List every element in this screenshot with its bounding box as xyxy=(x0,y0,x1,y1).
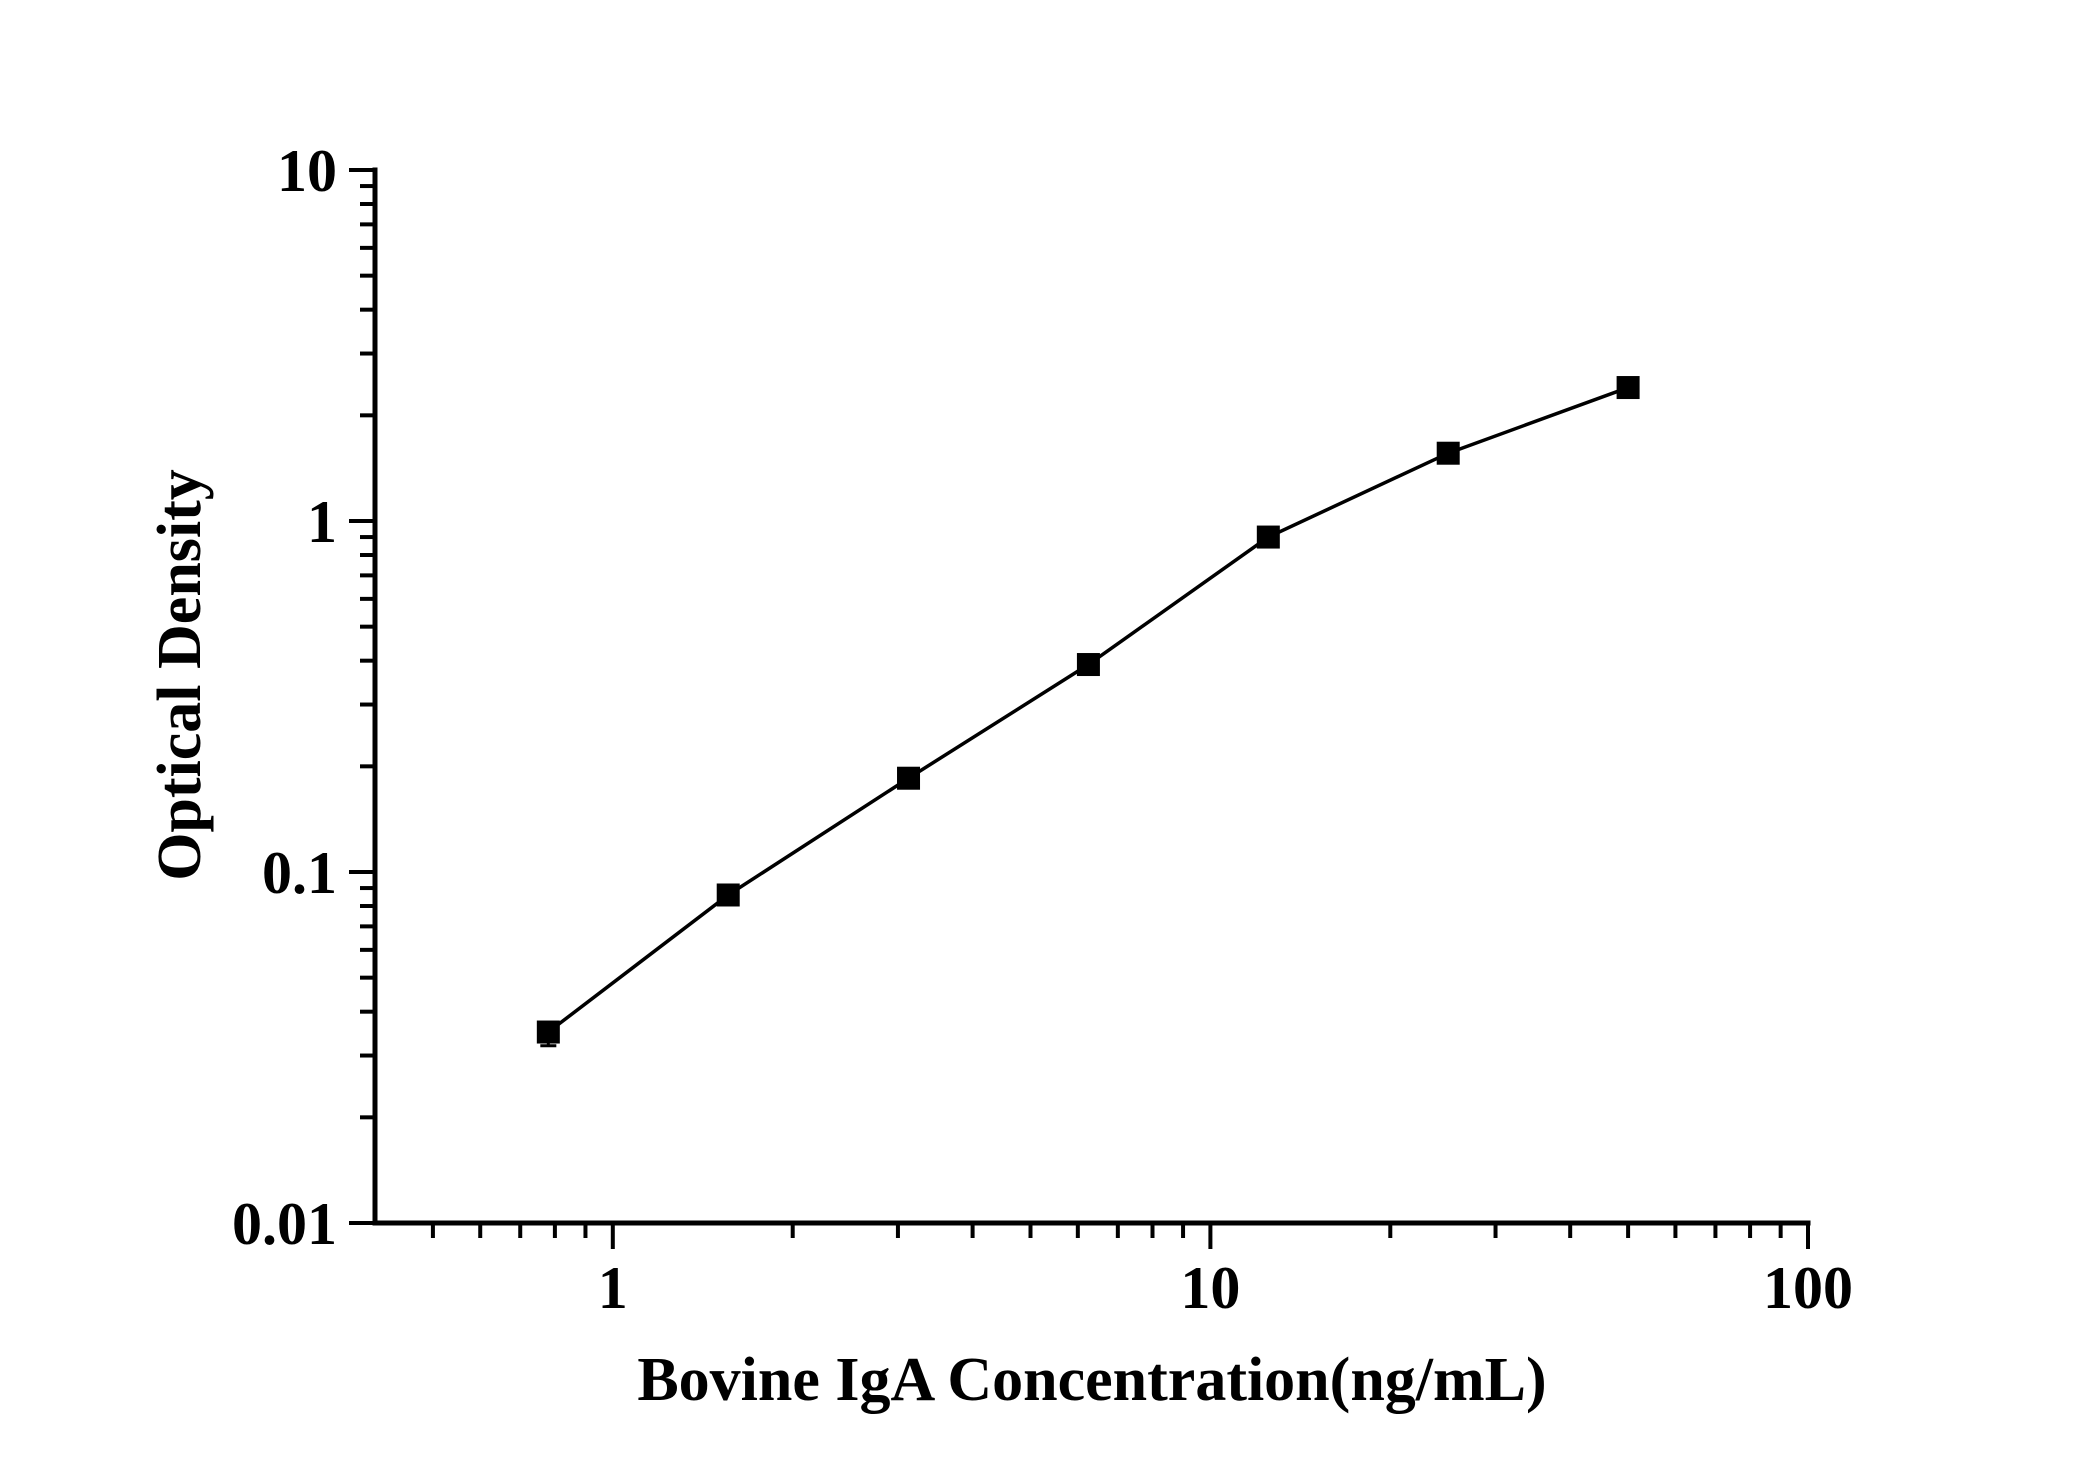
series-line xyxy=(547,385,1629,1034)
data-point-marker-6 xyxy=(1616,376,1640,400)
y-tick-label-10: 10 xyxy=(277,138,337,204)
data-point-marker-0 xyxy=(536,1020,560,1044)
y-axis-title: Optical Density xyxy=(146,469,214,881)
axis-tick-labels: 1 10 100 10 1 0.1 0.01 xyxy=(232,138,1853,1321)
x-axis-title: Bovine IgA Concentration(ng/mL) xyxy=(637,1346,1546,1414)
x-tick-label-10: 10 xyxy=(1180,1255,1240,1321)
data-point-marker-2 xyxy=(897,766,921,790)
y-tick-label-0.1: 0.1 xyxy=(262,840,337,906)
axis-lines xyxy=(372,167,1811,1226)
x-tick-label-100: 100 xyxy=(1763,1255,1853,1321)
data-point-marker-1 xyxy=(716,883,740,907)
data-point-marker-5 xyxy=(1436,441,1460,465)
y-tick-label-1: 1 xyxy=(307,489,337,555)
data-point-marker-3 xyxy=(1076,653,1100,677)
x-tick-label-1: 1 xyxy=(598,1255,628,1321)
y-tick-label-0.01: 0.01 xyxy=(232,1191,337,1257)
data-series xyxy=(536,376,1640,1048)
axes xyxy=(372,167,1811,1226)
axis-ticks xyxy=(349,168,1810,1249)
data-point-marker-4 xyxy=(1256,525,1280,549)
